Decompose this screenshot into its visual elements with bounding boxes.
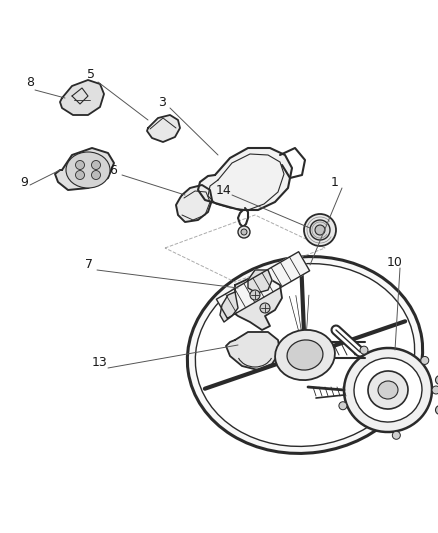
Circle shape (310, 220, 330, 240)
Text: 3: 3 (158, 95, 166, 109)
Circle shape (435, 406, 438, 415)
Polygon shape (55, 148, 114, 190)
Circle shape (392, 431, 400, 439)
Text: 10: 10 (387, 255, 403, 269)
Circle shape (360, 346, 368, 354)
Text: 8: 8 (26, 77, 34, 90)
Polygon shape (147, 115, 180, 142)
Polygon shape (176, 185, 212, 222)
Text: 7: 7 (85, 257, 93, 271)
Text: 1: 1 (331, 175, 339, 189)
Circle shape (304, 214, 336, 246)
Polygon shape (220, 292, 238, 322)
Circle shape (241, 229, 247, 235)
Ellipse shape (344, 348, 432, 432)
Circle shape (250, 290, 260, 300)
Circle shape (238, 226, 250, 238)
Polygon shape (226, 332, 280, 370)
Ellipse shape (66, 152, 110, 188)
Polygon shape (228, 278, 282, 330)
Circle shape (421, 357, 429, 365)
Text: 14: 14 (216, 183, 232, 197)
Circle shape (92, 171, 100, 180)
Ellipse shape (195, 264, 415, 447)
Circle shape (260, 303, 270, 313)
Ellipse shape (354, 358, 422, 422)
Text: 9: 9 (20, 175, 28, 189)
Ellipse shape (368, 371, 408, 409)
Text: 6: 6 (109, 164, 117, 176)
Polygon shape (248, 270, 272, 293)
Text: 13: 13 (92, 356, 108, 368)
Ellipse shape (378, 381, 398, 399)
Circle shape (315, 225, 325, 235)
Ellipse shape (275, 330, 335, 380)
Polygon shape (216, 252, 310, 318)
Ellipse shape (187, 256, 423, 454)
Circle shape (92, 160, 100, 169)
Circle shape (339, 402, 347, 410)
Polygon shape (198, 148, 292, 210)
Circle shape (432, 386, 438, 394)
Polygon shape (60, 80, 104, 115)
Circle shape (435, 376, 438, 384)
Ellipse shape (287, 340, 323, 370)
Circle shape (75, 171, 85, 180)
Circle shape (75, 160, 85, 169)
Text: 5: 5 (87, 69, 95, 82)
